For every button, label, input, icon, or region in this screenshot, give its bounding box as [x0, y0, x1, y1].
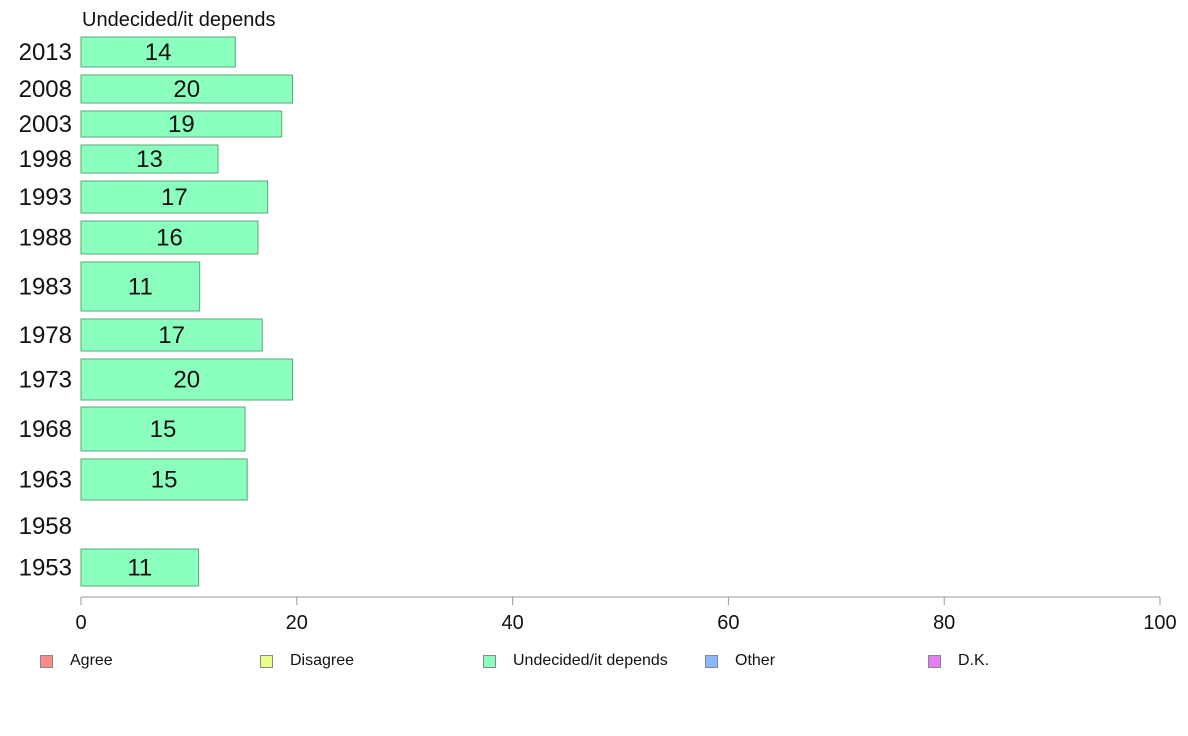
- year-label-1953: 1953: [19, 555, 72, 582]
- value-label-1963: 15: [151, 467, 178, 494]
- year-label-1983: 1983: [19, 274, 72, 301]
- year-label-1988: 1988: [19, 225, 72, 252]
- x-tick-label-80: 80: [933, 612, 955, 634]
- legend-item-other: Other: [705, 648, 775, 674]
- year-label-1963: 1963: [19, 467, 72, 494]
- bar-1988: [80, 220, 259, 255]
- bar-1973: [80, 358, 293, 401]
- bar-1998: [80, 144, 219, 174]
- bar-1978: [80, 318, 263, 352]
- year-label-2003: 2003: [19, 111, 72, 138]
- year-label-2013: 2013: [19, 39, 72, 66]
- legend-swatch: [928, 654, 941, 668]
- bar-2003: [80, 110, 283, 138]
- legend-item-disagree: Disagree: [260, 648, 354, 674]
- legend-item-d-k: D.K.: [928, 648, 989, 674]
- value-label-2008: 20: [173, 76, 200, 103]
- year-label-1973: 1973: [19, 367, 72, 394]
- value-label-1983: 11: [128, 274, 153, 301]
- x-tick-label-40: 40: [501, 612, 523, 634]
- legend-label: D.K.: [958, 652, 990, 669]
- x-tick-label-100: 100: [1143, 612, 1176, 634]
- year-label-1978: 1978: [19, 322, 72, 349]
- value-label-2003: 19: [168, 111, 195, 138]
- legend-label: Agree: [70, 652, 113, 669]
- x-tick-label-0: 0: [75, 612, 86, 634]
- year-label-2008: 2008: [19, 76, 72, 103]
- legend: Agree Disagree Undecided/it depends Other D.…: [40, 648, 1180, 674]
- legend-swatch: [705, 654, 718, 668]
- legend-swatch: [483, 654, 496, 668]
- value-label-1978: 17: [158, 322, 185, 349]
- bar-1993: [80, 180, 269, 214]
- legend-label: Other: [735, 652, 776, 669]
- x-tick-label-60: 60: [717, 612, 739, 634]
- value-label-1993: 17: [161, 184, 188, 211]
- bar-1968: [80, 406, 246, 452]
- year-label-1968: 1968: [19, 416, 72, 443]
- legend-swatch: [260, 654, 273, 668]
- legend-item-undecided-it-depends: Undecided/it depends: [483, 648, 668, 674]
- legend-item-agree: Agree: [40, 648, 113, 674]
- year-label-1993: 1993: [19, 184, 72, 211]
- year-label-1998: 1998: [19, 146, 72, 173]
- value-label-1998: 13: [136, 146, 163, 173]
- bar-2008: [80, 74, 293, 104]
- legend-swatch: [40, 654, 53, 668]
- chart-title: Undecided/it depends: [82, 9, 275, 31]
- value-label-2013: 14: [145, 39, 172, 66]
- year-label-1958: 1958: [19, 513, 72, 540]
- value-label-1988: 16: [156, 225, 183, 252]
- bar-1953: [80, 548, 200, 587]
- legend-label: Undecided/it depends: [513, 652, 668, 669]
- bar-2013: [80, 36, 236, 68]
- bar-1983: [80, 261, 201, 312]
- legend-label: Disagree: [290, 652, 355, 669]
- value-label-1968: 15: [150, 416, 177, 443]
- x-tick-label-20: 20: [286, 612, 308, 634]
- bar-1963: [80, 458, 248, 501]
- value-label-1973: 20: [173, 367, 200, 394]
- value-label-1953: 11: [127, 555, 152, 582]
